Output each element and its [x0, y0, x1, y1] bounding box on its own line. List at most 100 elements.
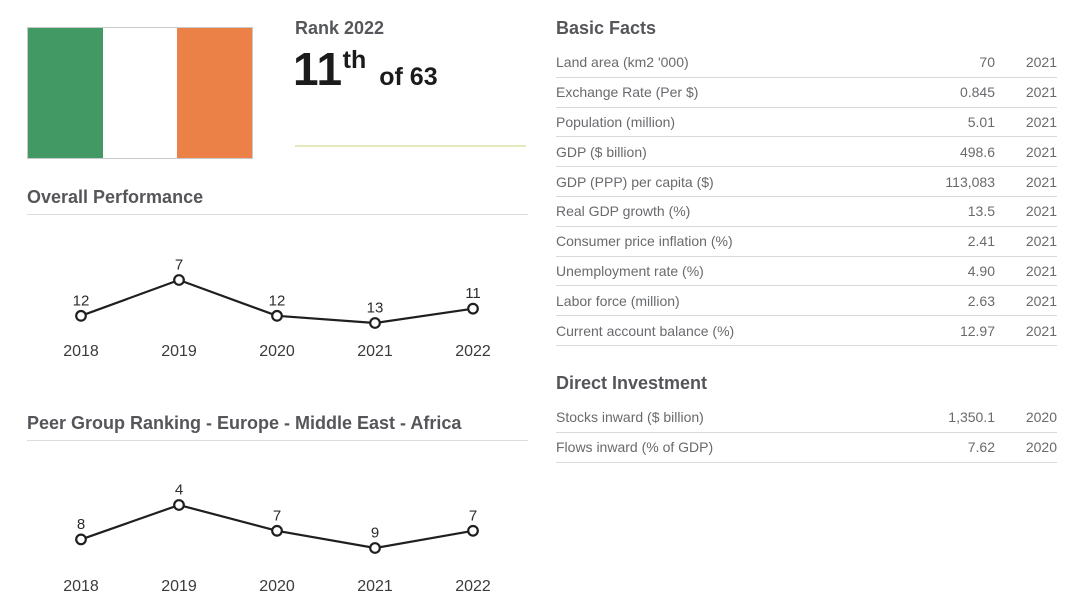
section-title-peer-group-ranking: Peer Group Ranking - Europe - Middle Eas… — [27, 413, 462, 433]
chart-point — [369, 317, 381, 329]
fact-label: Population (million) — [556, 113, 676, 130]
rank-ordinal-suffix: th — [342, 46, 367, 74]
fact-value: 1,350.1 — [948, 409, 995, 426]
fact-label: Stocks inward ($ billion) — [556, 409, 704, 426]
fact-year: 2021 — [1025, 233, 1057, 250]
fact-label: GDP (PPP) per capita ($) — [556, 173, 714, 190]
fact-label: Land area (km2 '000) — [556, 54, 689, 71]
fact-label: Unemployment rate (%) — [556, 262, 704, 279]
rank-of-total: of 63 — [379, 63, 438, 91]
fact-year: 2021 — [1025, 322, 1057, 339]
chart-year-label: 2019 — [161, 343, 197, 360]
fact-value: 113,083 — [945, 173, 995, 190]
rank-year-label: Rank 2022 — [295, 18, 385, 38]
fact-year: 2021 — [1025, 143, 1057, 160]
fact-year: 2021 — [1025, 173, 1057, 190]
rank-value: 11 — [293, 43, 343, 95]
fact-value: 0.845 — [959, 84, 995, 101]
fact-row: Population (million) 5.01 2021 — [556, 108, 1057, 138]
fact-year: 2020 — [1025, 439, 1057, 456]
fact-value: 70 — [979, 54, 995, 71]
basic-facts-table: Land area (km2 '000) 70 2021 Exchange Rate … — [556, 48, 1057, 346]
chart-point-label: 12 — [269, 292, 286, 309]
flag-stripe-white — [102, 28, 178, 158]
chart-year-label: 2018 — [63, 578, 99, 595]
chart-year-label: 2020 — [259, 578, 295, 595]
chart-year-label: 2020 — [259, 343, 295, 360]
facts-column: Basic Facts Land area (km2 '000) 70 2021 Ex… — [556, 17, 1057, 463]
overall-performance-chart: 12 2018 7 2019 12 2020 13 2021 11 2022 — [63, 257, 491, 361]
chart-year-label: 2022 — [455, 343, 491, 360]
fact-year: 2021 — [1025, 292, 1057, 309]
fact-row: Unemployment rate (%) 4.90 2021 — [556, 257, 1057, 287]
chart-point-label: 4 — [175, 482, 183, 499]
fact-year: 2021 — [1025, 54, 1057, 71]
fact-row: Current account balance (%) 12.97 2021 — [556, 316, 1057, 346]
fact-value: 12.97 — [959, 322, 995, 339]
fact-row: GDP (PPP) per capita ($) 113,083 2021 — [556, 167, 1057, 197]
fact-value: 4.90 — [967, 262, 995, 279]
fact-label: Labor force (million) — [556, 292, 680, 309]
fact-year: 2020 — [1025, 409, 1057, 426]
chart-point — [173, 499, 185, 511]
flag-stripe-green — [28, 28, 103, 158]
fact-row: Real GDP growth (%) 13.5 2021 — [556, 197, 1057, 227]
chart-point — [75, 309, 87, 322]
basic-facts-title: Basic Facts — [556, 18, 657, 38]
chart-point-label: 7 — [469, 507, 477, 524]
fact-row: GDP ($ billion) 498.6 2021 — [556, 137, 1057, 168]
chart-year-label: 2019 — [161, 578, 197, 595]
fact-row: Exchange Rate (Per $) 0.845 2021 — [556, 78, 1057, 108]
chart-point — [467, 302, 479, 315]
chart-point — [369, 542, 381, 554]
chart-point-label: 9 — [371, 525, 379, 542]
fact-value: 5.01 — [967, 113, 995, 130]
fact-row: Flows inward (% of GDP) 7.62 2020 — [556, 433, 1057, 463]
chart-point-label: 11 — [465, 285, 481, 302]
chart-point-label: 12 — [73, 292, 90, 309]
fact-label: Real GDP growth (%) — [556, 203, 691, 220]
ireland-flag — [27, 27, 253, 159]
chart-point-label: 8 — [77, 516, 85, 533]
chart-point-label: 7 — [273, 507, 281, 524]
chart-year-label: 2021 — [357, 343, 393, 360]
fact-value: 2.41 — [967, 233, 995, 250]
fact-year: 2021 — [1025, 262, 1057, 279]
section-title-overall-performance: Overall Performance — [27, 187, 204, 207]
section-divider — [27, 214, 528, 215]
chart-point-label: 7 — [175, 257, 183, 274]
rank-display: 11th of 63 — [293, 42, 438, 96]
chart-year-label: 2018 — [63, 343, 99, 360]
fact-value: 498.6 — [959, 143, 995, 160]
fact-row: Land area (km2 '000) 70 2021 — [556, 48, 1057, 78]
section-divider — [27, 440, 528, 441]
fact-label: Consumer price inflation (%) — [556, 233, 733, 250]
chart-point — [467, 524, 479, 537]
fact-label: GDP ($ billion) — [556, 143, 647, 160]
chart-year-label: 2022 — [455, 578, 491, 595]
fact-value: 13.5 — [967, 203, 995, 220]
fact-row: Stocks inward ($ billion) 1,350.1 2020 — [556, 403, 1057, 433]
peer-group-ranking-chart: 8 2018 4 2019 7 2020 9 2021 7 2022 — [63, 482, 491, 596]
fact-label: Current account balance (%) — [556, 322, 735, 339]
direct-investment-table: Stocks inward ($ billion) 1,350.1 2020 Flow… — [556, 403, 1057, 463]
fact-label: Flows inward (% of GDP) — [556, 439, 714, 456]
fact-year: 2021 — [1025, 203, 1057, 220]
rank-divider — [295, 145, 526, 147]
direct-investment-title: Direct Investment — [556, 372, 708, 393]
chart-point — [173, 274, 185, 286]
chart-year-label: 2021 — [357, 578, 393, 595]
chart-point — [271, 524, 283, 537]
fact-label: Exchange Rate (Per $) — [556, 84, 699, 101]
fact-value: 2.63 — [967, 292, 995, 309]
fact-value: 7.62 — [967, 439, 995, 456]
fact-year: 2021 — [1025, 84, 1057, 101]
fact-row: Labor force (million) 2.63 2021 — [556, 286, 1057, 317]
chart-point-label: 13 — [367, 300, 384, 317]
chart-point — [271, 309, 283, 322]
chart-point — [75, 533, 87, 546]
fact-row: Consumer price inflation (%) 2.41 2021 — [556, 227, 1057, 257]
flag-stripe-orange — [177, 28, 253, 158]
fact-year: 2021 — [1025, 113, 1057, 130]
